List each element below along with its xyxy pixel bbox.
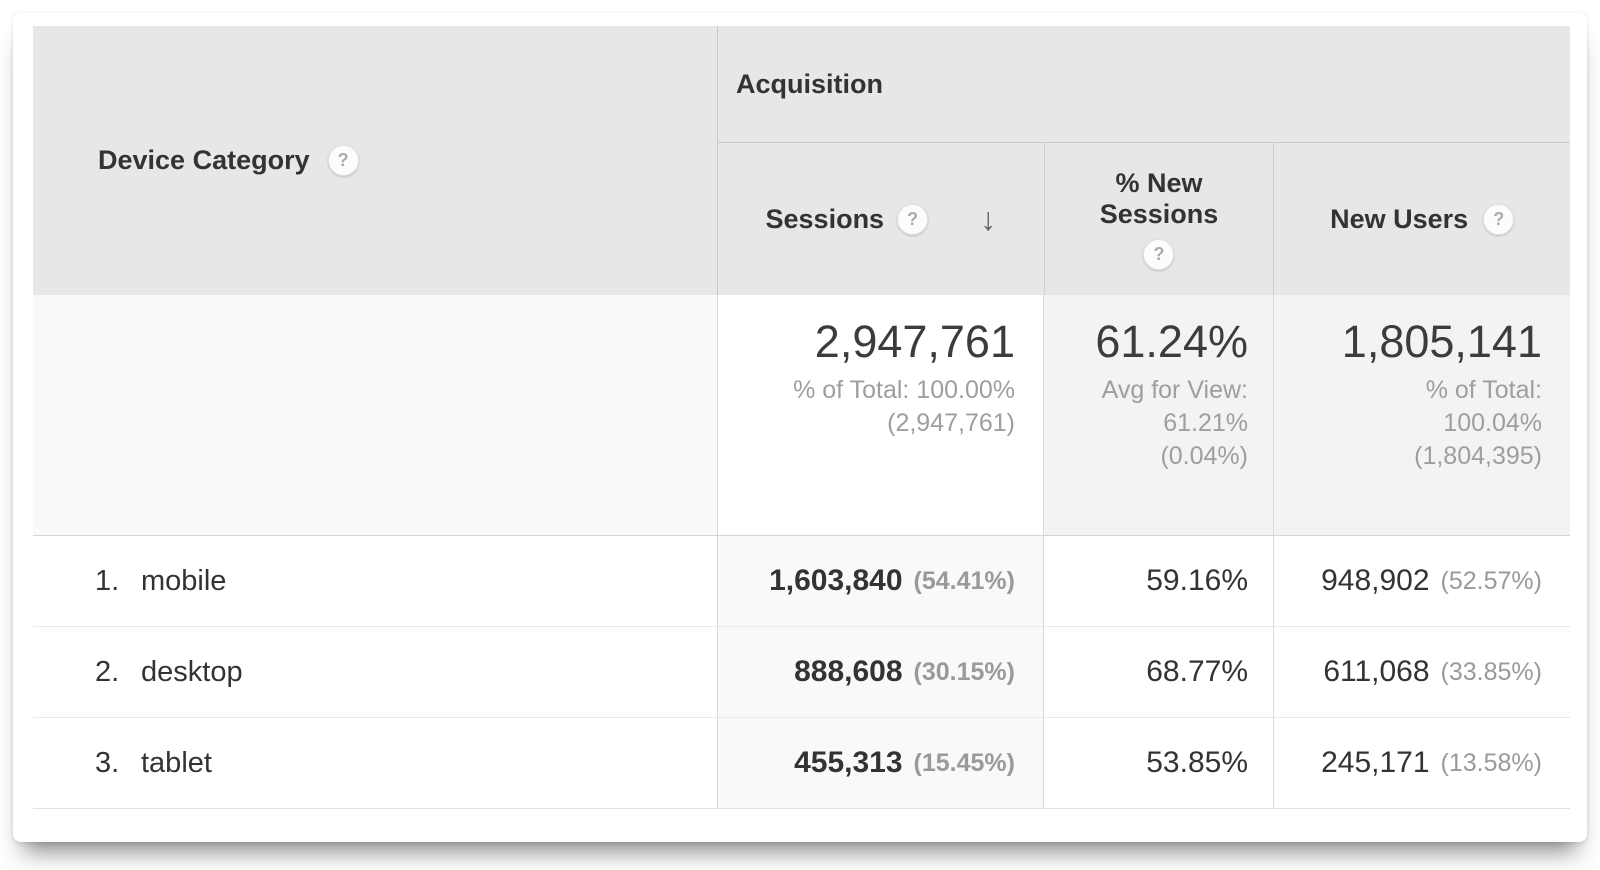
- table-body: 1. mobile 1,603,840 (54.41%) 59.16% 948,…: [33, 536, 1570, 809]
- new-users-cell: 245,171 (13.58%): [1273, 718, 1570, 808]
- device-category-header-label[interactable]: Device Category: [98, 145, 310, 175]
- device-category-table: Device Category ? Acquisition Sessions ?…: [33, 26, 1570, 809]
- sessions-total-subline: (2,947,761): [887, 409, 1015, 437]
- device-category-value: mobile: [141, 564, 227, 597]
- sessions-percent: (15.45%): [913, 748, 1015, 777]
- sessions-cell: 1,603,840 (54.41%): [717, 536, 1043, 626]
- new-users-cell: 948,902 (52.57%): [1273, 536, 1570, 626]
- sessions-total-subline: % of Total: 100.00%: [793, 376, 1015, 404]
- new-users-header-label[interactable]: New Users: [1330, 203, 1469, 234]
- new-sessions-total-subline: 61.21%: [1163, 409, 1248, 437]
- new-users-total-subline: 100.04%: [1443, 409, 1542, 437]
- table-header: Device Category ? Acquisition Sessions ?…: [33, 26, 1570, 295]
- totals-row: 2,947,761 % of Total: 100.00% (2,947,761…: [33, 295, 1570, 536]
- sessions-percent: (30.15%): [913, 657, 1015, 686]
- sort-descending-icon[interactable]: ↓: [980, 201, 997, 237]
- table-row: 1. mobile 1,603,840 (54.41%) 59.16% 948,…: [33, 536, 1570, 626]
- device-category-header-cell: Device Category ?: [33, 26, 717, 295]
- new-users-total-subline: (1,804,395): [1414, 442, 1542, 470]
- percent-new-sessions-header-label[interactable]: % New Sessions: [1100, 168, 1219, 230]
- row-index: 3.: [95, 746, 120, 779]
- totals-dimension-cell: [33, 295, 717, 535]
- help-icon[interactable]: ?: [1143, 239, 1175, 270]
- device-category-cell: 1. mobile: [33, 536, 717, 626]
- new-users-percent: (33.85%): [1440, 657, 1542, 686]
- percent-new-sessions-label-line1: % New: [1115, 168, 1203, 198]
- new-sessions-total-subline: Avg for View:: [1101, 376, 1248, 404]
- sessions-cell: 455,313 (15.45%): [717, 718, 1043, 808]
- row-index: 2.: [95, 655, 120, 688]
- new-users-total-subline: % of Total:: [1425, 376, 1542, 404]
- acquisition-group-header: Acquisition: [718, 26, 1570, 143]
- sessions-cell: 888,608 (30.15%): [717, 627, 1043, 717]
- new-sessions-total-subline: (0.04%): [1160, 442, 1248, 470]
- totals-new-sessions-cell: 61.24% Avg for View: 61.21% (0.04%): [1043, 295, 1273, 535]
- device-category-value: desktop: [141, 655, 243, 688]
- sessions-column-header[interactable]: Sessions ? ↓: [718, 143, 1044, 295]
- new-users-value: 245,171: [1321, 746, 1430, 779]
- sessions-value: 1,603,840: [769, 564, 903, 597]
- new-users-cell: 611,068 (33.85%): [1273, 627, 1570, 717]
- new-sessions-cell: 68.77%: [1043, 627, 1273, 717]
- new-sessions-total-value: 61.24%: [1095, 316, 1248, 367]
- new-users-percent: (13.58%): [1440, 748, 1542, 777]
- help-icon[interactable]: ?: [1483, 203, 1515, 235]
- new-sessions-cell: 53.85%: [1043, 718, 1273, 808]
- device-category-value: tablet: [141, 746, 212, 779]
- new-users-column-header[interactable]: New Users ?: [1273, 143, 1570, 295]
- new-sessions-value: 68.77%: [1146, 655, 1248, 688]
- device-category-cell: 2. desktop: [33, 627, 717, 717]
- new-users-value: 611,068: [1323, 655, 1430, 688]
- new-users-total-value: 1,805,141: [1341, 316, 1542, 367]
- help-icon[interactable]: ?: [897, 203, 929, 235]
- report-card: Device Category ? Acquisition Sessions ?…: [13, 13, 1587, 842]
- totals-new-users-cell: 1,805,141 % of Total: 100.04% (1,804,395…: [1273, 295, 1570, 535]
- percent-new-sessions-column-header[interactable]: % New Sessions ?: [1043, 143, 1274, 295]
- help-icon[interactable]: ?: [327, 145, 359, 176]
- percent-new-sessions-label-line2: Sessions: [1099, 199, 1219, 229]
- new-sessions-value: 53.85%: [1146, 746, 1248, 779]
- acquisition-header-group: Acquisition Sessions ? ↓ % New Sessions …: [717, 26, 1570, 295]
- sessions-header-label[interactable]: Sessions: [765, 203, 885, 234]
- new-sessions-cell: 59.16%: [1043, 536, 1273, 626]
- sessions-value: 888,608: [794, 655, 903, 688]
- new-sessions-value: 59.16%: [1146, 564, 1248, 597]
- new-users-value: 948,902: [1321, 564, 1430, 597]
- sessions-total-value: 2,947,761: [814, 316, 1015, 367]
- row-index: 1.: [95, 564, 120, 597]
- table-row: 2. desktop 888,608 (30.15%) 68.77% 611,0…: [33, 626, 1570, 717]
- acquisition-group-label: Acquisition: [736, 68, 883, 99]
- metric-subheaders: Sessions ? ↓ % New Sessions ? New Users …: [718, 143, 1570, 295]
- device-category-cell: 3. tablet: [33, 718, 717, 808]
- sessions-value: 455,313: [794, 746, 903, 779]
- totals-sessions-cell: 2,947,761 % of Total: 100.00% (2,947,761…: [717, 295, 1043, 535]
- table-row: 3. tablet 455,313 (15.45%) 53.85% 245,17…: [33, 717, 1570, 808]
- sessions-percent: (54.41%): [913, 566, 1015, 595]
- new-users-percent: (52.57%): [1440, 566, 1542, 595]
